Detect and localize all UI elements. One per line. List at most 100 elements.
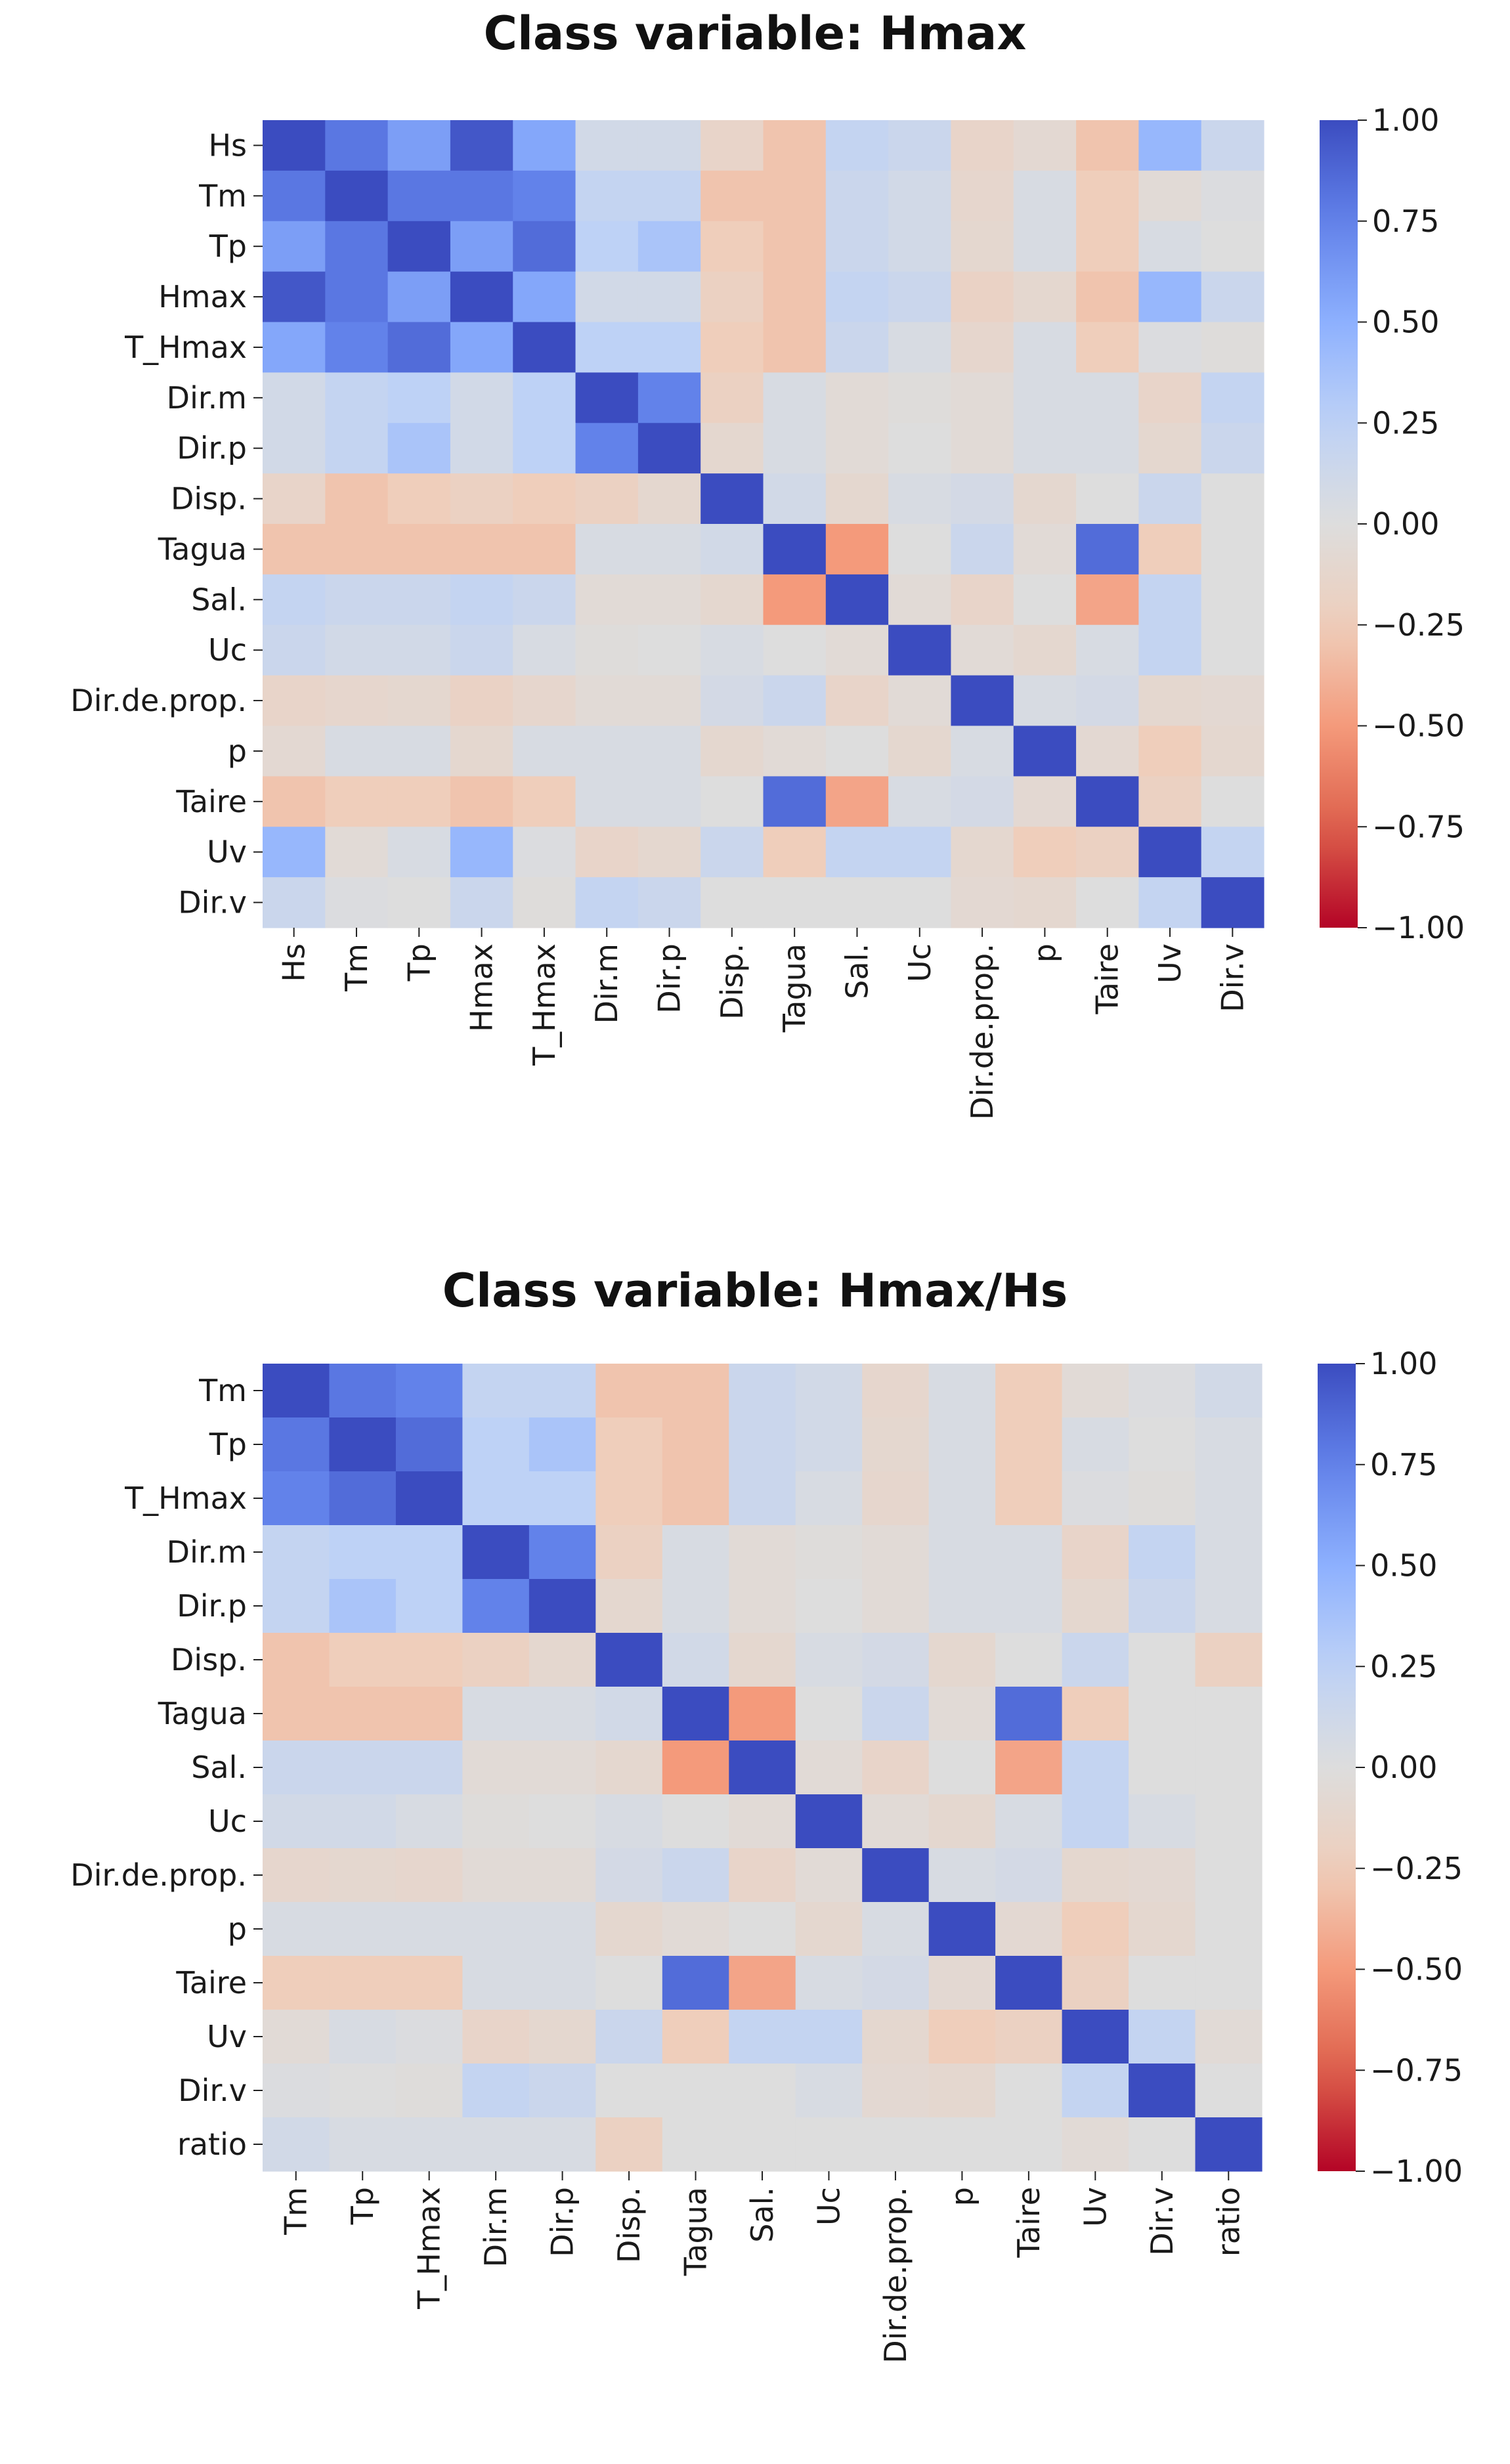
y-tick-label: Dir.de.prop. — [70, 683, 247, 718]
heatmap-cell — [825, 221, 889, 272]
heatmap-cell — [1076, 675, 1139, 727]
heatmap-cell — [450, 170, 513, 222]
heatmap-cell — [701, 221, 764, 272]
heatmap-cell — [513, 776, 576, 827]
heatmap-cell — [263, 1525, 330, 1580]
heatmap-cell — [995, 1740, 1063, 1795]
heatmap-cell — [1201, 624, 1264, 676]
heatmap-cell — [637, 675, 701, 727]
heatmap-cell — [928, 2064, 996, 2118]
heatmap-cell — [263, 170, 326, 222]
x-tick-label: Tp — [345, 2187, 380, 2225]
heatmap-cell — [263, 1364, 330, 1418]
heatmap-cell — [1076, 170, 1139, 222]
heatmap-cell — [395, 2117, 463, 2172]
heatmap-cell — [729, 1794, 796, 1849]
heatmap-cell — [387, 221, 451, 272]
heatmap-cells — [263, 1364, 1262, 2172]
heatmap-cell — [450, 827, 513, 878]
heatmap-cell — [462, 1848, 530, 1903]
x-tick-label: Dir.m — [478, 2187, 513, 2267]
heatmap-cell — [395, 1956, 463, 2010]
heatmap-cell — [1129, 1956, 1196, 2010]
heatmap-cell — [1138, 574, 1202, 626]
heatmap-cell — [951, 170, 1014, 222]
heatmap-cell — [329, 1417, 397, 1472]
colorbar-tick-label: −0.75 — [1370, 2052, 1463, 2088]
heatmap-cell — [450, 524, 513, 575]
heatmap-cell — [825, 725, 889, 777]
heatmap-cell — [387, 624, 451, 676]
heatmap-cell — [1013, 271, 1077, 323]
heatmap-cell — [387, 725, 451, 777]
heatmap-cell — [662, 1956, 729, 2010]
heatmap-chart-hmax-hs: Tm Tp T_Hmax Dir.m Dir.p Disp. Tagua Sal. Uc Dir.… — [70, 1346, 1463, 2364]
y-tick-label: Sal. — [191, 582, 247, 617]
x-tick-label: Hs — [276, 943, 312, 982]
heatmap-cell — [729, 1525, 796, 1580]
heatmap-cell — [1138, 725, 1202, 777]
y-tick-label: Tm — [198, 178, 247, 213]
heatmap-cell — [595, 1579, 663, 1633]
heatmap-cell — [329, 1525, 397, 1580]
y-tick-label: Dir.v — [178, 2073, 247, 2108]
y-tick-label: Dir.m — [167, 1534, 247, 1570]
heatmap-cell — [1138, 624, 1202, 676]
heatmap-cell — [951, 877, 1014, 928]
heatmap-cell — [729, 1687, 796, 1741]
x-axis: Hs Tm Tp Hmax T_Hmax Dir.m Dir.p Disp. Tagua Sal.… — [276, 928, 1250, 1120]
heatmap-cell — [325, 675, 389, 727]
heatmap-cell — [637, 170, 701, 222]
heatmap-cell — [763, 170, 827, 222]
heatmap-cell — [862, 1902, 930, 1956]
heatmap-cell — [513, 574, 576, 626]
heatmap-cell — [1062, 2117, 1129, 2172]
heatmap-cell — [1013, 776, 1077, 827]
heatmap-cell — [575, 574, 639, 626]
colorbar-tick-label: 0.25 — [1372, 405, 1439, 441]
heatmap-cell — [1013, 372, 1077, 423]
heatmap-cell — [1076, 423, 1139, 474]
heatmap-cell — [1076, 725, 1139, 777]
heatmap-cell — [462, 1956, 530, 2010]
heatmap-cell — [263, 2010, 330, 2064]
x-tick-label: Dir.de.prop. — [964, 943, 1000, 1120]
heatmap-cell — [263, 1956, 330, 2010]
heatmap-cell — [263, 624, 326, 676]
heatmap-cell — [387, 877, 451, 928]
heatmap-cell — [763, 524, 827, 575]
heatmap-cell — [595, 1794, 663, 1849]
heatmap-cell — [1195, 1848, 1262, 1903]
heatmap-cell — [795, 1687, 863, 1741]
y-tick-label: Disp. — [171, 481, 247, 517]
y-tick-label: T_Hmax — [124, 1481, 247, 1516]
heatmap-cell — [729, 1848, 796, 1903]
heatmap-cell — [1138, 877, 1202, 928]
heatmap-cell — [528, 1956, 596, 2010]
heatmap-cell — [862, 1633, 930, 1687]
heatmap-cell — [1201, 725, 1264, 777]
heatmap-cell — [329, 1740, 397, 1795]
heatmap-cell — [888, 423, 952, 474]
heatmap-cell — [795, 2064, 863, 2118]
heatmap-cell — [575, 221, 639, 272]
heatmap-cell — [513, 322, 576, 373]
heatmap-cell — [1195, 1633, 1262, 1687]
heatmap-cell — [701, 776, 764, 827]
heatmap-cell — [325, 120, 389, 171]
heatmap-cell — [462, 1687, 530, 1741]
heatmap-cell — [1062, 1848, 1129, 1903]
y-tick-label: Hmax — [158, 279, 247, 314]
heatmap-cell — [1195, 1471, 1262, 1526]
y-tick-label: Tp — [209, 228, 247, 264]
heatmap-cell — [395, 1633, 463, 1687]
heatmap-cell — [763, 624, 827, 676]
heatmap-cell — [263, 725, 326, 777]
heatmap-cell — [329, 2117, 397, 2172]
heatmap-cell — [1013, 827, 1077, 878]
heatmap-cell — [1138, 675, 1202, 727]
heatmap-cell — [450, 725, 513, 777]
x-tick-label: Dir.p — [545, 2187, 580, 2257]
colorbar-tick-label: −1.00 — [1372, 910, 1465, 945]
heatmap-cell — [701, 725, 764, 777]
